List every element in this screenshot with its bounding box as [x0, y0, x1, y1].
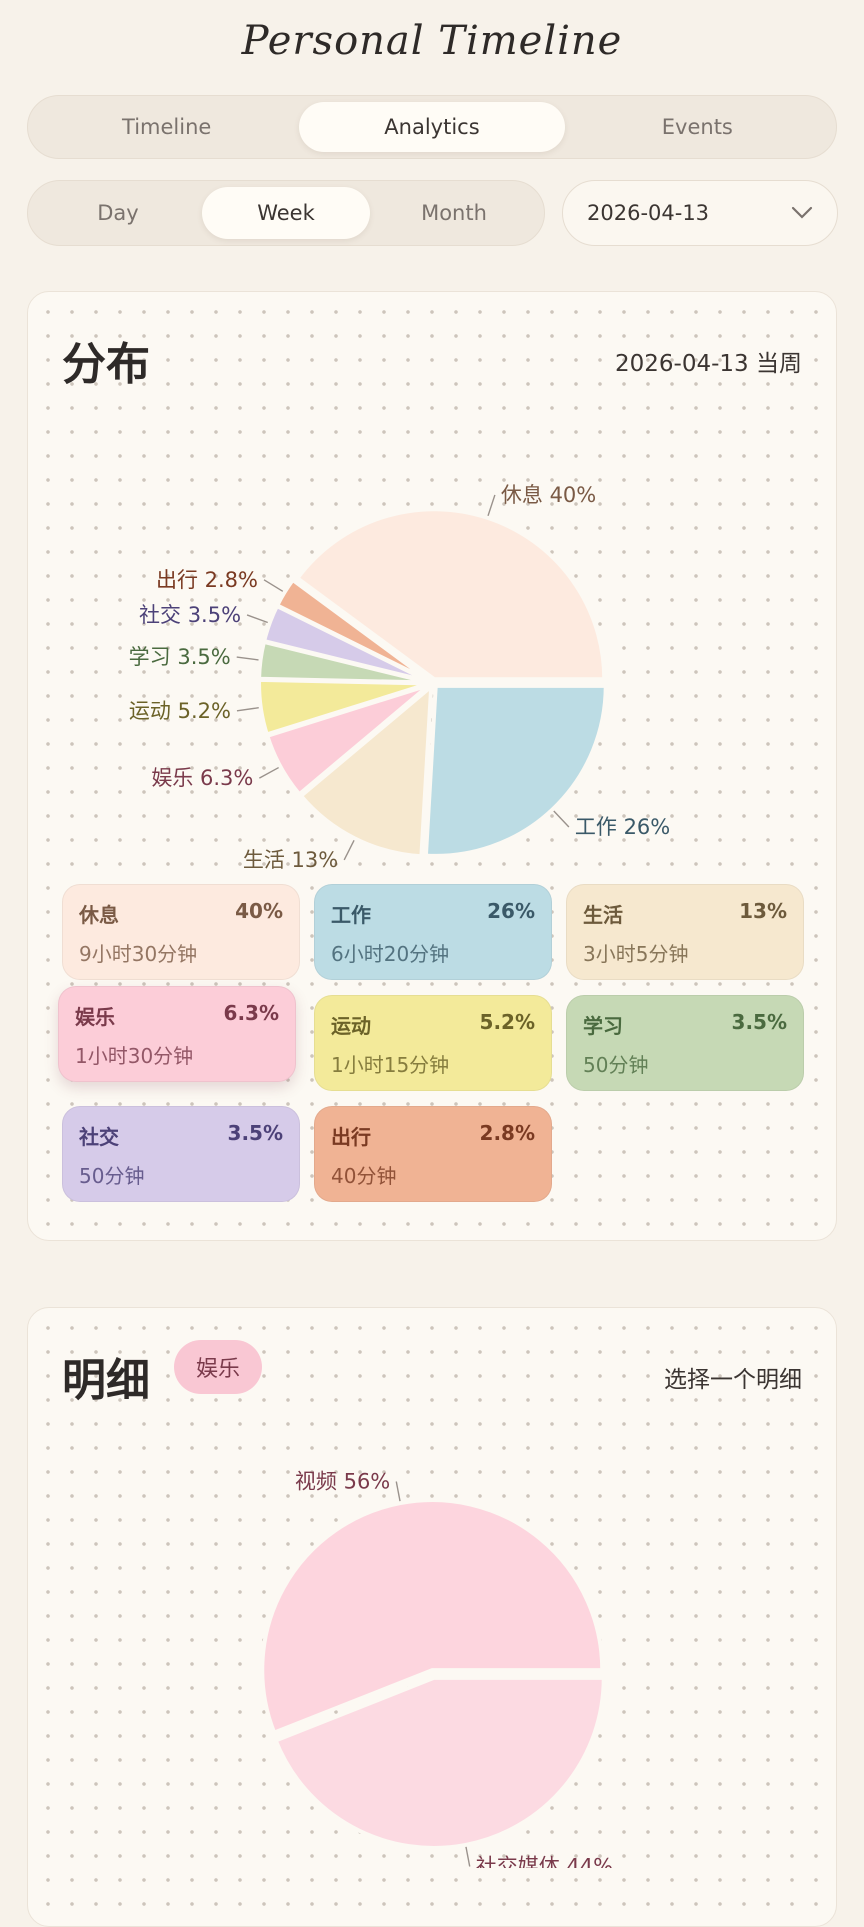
tile-duration: 6小时20分钟 — [331, 942, 450, 966]
pie-label-娱乐: 娱乐 6.3% — [151, 766, 253, 790]
tile-percent: 40% — [235, 899, 283, 923]
pie-slice-休息[interactable] — [294, 507, 607, 682]
tile-header: 工作 26% — [331, 899, 535, 928]
category-tile-休息[interactable]: 休息 40% 9小时30分钟 — [62, 884, 300, 980]
pie-slice-生活[interactable] — [298, 682, 434, 859]
tile-percent: 3.5% — [731, 1010, 787, 1034]
app-title: Personal Timeline — [241, 18, 623, 64]
tile-header: 学习 3.5% — [583, 1010, 787, 1039]
category-tile-学习[interactable]: 学习 3.5% 50分钟 — [566, 995, 804, 1091]
detail-card: 明细 选择一个明细 视频 56% 社交媒体 44% — [27, 1307, 837, 1927]
tile-percent: 2.8% — [479, 1121, 535, 1145]
pie-slice-工作[interactable] — [423, 683, 608, 858]
main-tab-bar: Timeline Analytics Events — [27, 95, 837, 159]
pie-slice-视频[interactable] — [260, 1498, 605, 1736]
pie-label-社交: 社交 3.5% — [139, 603, 241, 627]
tab-events[interactable]: Events — [661, 115, 733, 139]
pie-leader-line — [343, 839, 355, 861]
distribution-title: 分布 — [62, 339, 150, 390]
tile-percent: 3.5% — [227, 1121, 283, 1145]
pie-label-视频: 视频 56% — [295, 1469, 390, 1493]
pie-label-社交媒体: 社交媒体 44% — [476, 1855, 613, 1868]
date-picker[interactable]: 2026-04-13 — [562, 180, 838, 246]
tile-category-name: 休息 — [79, 903, 119, 927]
detail-hint: 选择一个明细 — [664, 1367, 802, 1393]
category-tile-出行[interactable]: 出行 2.8% 40分钟 — [314, 1106, 552, 1202]
tile-category-name: 学习 — [583, 1014, 623, 1038]
pie-slice-社交媒体[interactable] — [273, 1675, 606, 1850]
pie-label-休息: 休息 40% — [501, 483, 596, 507]
date-value: 2026-04-13 — [587, 201, 710, 225]
chevron-down-icon — [791, 206, 813, 219]
tile-category-name: 娱乐 — [75, 1005, 115, 1029]
tile-category-name: 运动 — [331, 1014, 371, 1038]
tile-percent: 13% — [739, 899, 787, 923]
tile-percent: 26% — [487, 899, 535, 923]
pie-leader-line — [236, 707, 259, 712]
category-tile-工作[interactable]: 工作 26% 6小时20分钟 — [314, 884, 552, 980]
range-selector: Day Week Month — [27, 180, 545, 246]
detail-title: 明细 — [62, 1355, 150, 1406]
tile-category-name: 工作 — [331, 903, 371, 927]
period-label: 2026-04-13 当周 — [615, 351, 802, 377]
distribution-pie-chart: 休息 40% 出行 2.8% 社交 3.5% 学习 3.5% 运动 5.2% 娱乐 6.3… — [129, 483, 671, 872]
pie-label-生活: 生活 13% — [243, 848, 338, 872]
pie-slice-娱乐[interactable] — [264, 683, 431, 798]
category-tile-运动[interactable]: 运动 5.2% 1小时15分钟 — [314, 995, 552, 1091]
tile-duration: 1小时15分钟 — [331, 1053, 450, 1077]
tile-percent: 5.2% — [479, 1010, 535, 1034]
tile-header: 休息 40% — [79, 899, 283, 928]
pie-leader-line — [236, 656, 259, 661]
pie-label-工作: 工作 26% — [575, 815, 670, 839]
tile-duration: 9小时30分钟 — [79, 942, 198, 966]
pie-label-出行: 出行 2.8% — [156, 568, 258, 592]
tile-header: 运动 5.2% — [331, 1010, 535, 1039]
tile-category-name: 出行 — [331, 1125, 371, 1149]
tile-duration: 40分钟 — [331, 1164, 397, 1188]
tab-timeline[interactable]: Timeline — [122, 115, 212, 139]
detail-category-tag[interactable]: 娱乐 — [174, 1340, 263, 1394]
tile-duration: 50分钟 — [79, 1164, 145, 1188]
pie-leader-line — [553, 810, 570, 828]
pie-leader-line — [465, 1846, 471, 1867]
pie-leader-line — [263, 579, 284, 592]
tile-duration: 3小时5分钟 — [583, 942, 689, 966]
tile-duration: 50分钟 — [583, 1053, 649, 1077]
category-tile-娱乐[interactable]: 娱乐 6.3% 1小时30分钟 — [58, 986, 296, 1082]
tile-percent: 6.3% — [223, 1001, 279, 1025]
pie-leader-line — [246, 614, 268, 624]
pie-label-运动: 运动 5.2% — [129, 699, 231, 723]
category-tile-生活[interactable]: 生活 13% 3小时5分钟 — [566, 884, 804, 980]
category-tile-社交[interactable]: 社交 3.5% 50分钟 — [62, 1106, 300, 1202]
range-day[interactable]: Day — [97, 201, 139, 225]
tile-header: 生活 13% — [583, 899, 787, 928]
pie-leader-line — [395, 1481, 401, 1502]
pie-leader-line — [259, 766, 279, 779]
tile-header: 娱乐 6.3% — [75, 1001, 279, 1030]
pie-leader-line — [487, 494, 496, 517]
distribution-card: 分布 2026-04-13 当周 休息 40% 出行 2.8% 社交 3.5% 学习 … — [27, 291, 837, 1241]
detail-pie-chart: 视频 56% 社交媒体 44% — [260, 1469, 613, 1868]
tile-duration: 1小时30分钟 — [75, 1044, 194, 1068]
tile-category-name: 生活 — [583, 903, 623, 927]
tab-analytics[interactable]: Analytics — [299, 102, 565, 152]
range-month[interactable]: Month — [421, 201, 487, 225]
range-week[interactable]: Week — [202, 187, 370, 239]
tile-header: 社交 3.5% — [79, 1121, 283, 1150]
tile-category-name: 社交 — [79, 1125, 119, 1149]
tile-header: 出行 2.8% — [331, 1121, 535, 1150]
pie-label-学习: 学习 3.5% — [129, 645, 231, 669]
